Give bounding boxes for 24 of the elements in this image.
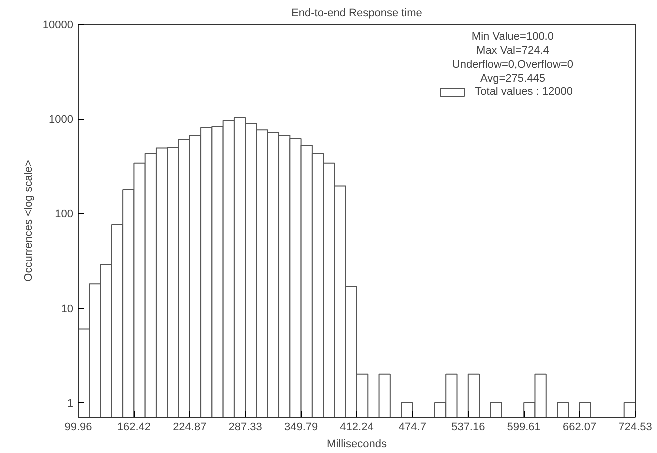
- x-tick-label: 412.24: [340, 422, 374, 434]
- annotation: Min Value=100.0: [472, 30, 554, 43]
- x-tick-label: 599.61: [507, 422, 541, 434]
- x-tick-label: 662.07: [562, 422, 597, 434]
- y-tick-label: 10: [61, 303, 74, 316]
- chart-title: End-to-end Response time: [292, 8, 422, 20]
- y-axis-title: Occurrences <log scale>: [22, 160, 35, 282]
- annotation: Underflow=0,Overflow=0: [452, 58, 574, 71]
- x-tick-label: 349.79: [284, 422, 318, 434]
- legend-label: Total values : 12000: [475, 86, 573, 98]
- annotation: Avg=275.445: [480, 72, 546, 85]
- x-axis-title: Milliseconds: [327, 438, 388, 450]
- y-tick-label: 100: [55, 208, 74, 221]
- y-tick-label: 1: [67, 398, 74, 410]
- x-tick-label: 99.96: [64, 422, 92, 434]
- x-tick-label: 287.33: [228, 422, 262, 434]
- x-tick-label: 224.87: [173, 422, 207, 434]
- x-tick-label: 537.16: [452, 422, 486, 434]
- annotation: Max Val=724.4: [476, 44, 550, 57]
- y-tick-label: 10000: [42, 20, 74, 32]
- y-tick-label: 1000: [49, 114, 74, 126]
- x-tick-label: 724.53: [618, 422, 652, 434]
- x-tick-label: 162.42: [117, 422, 152, 434]
- x-tick-label: 474.7: [398, 422, 426, 434]
